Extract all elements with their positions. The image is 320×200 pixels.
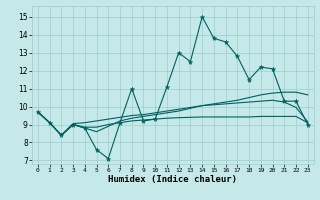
X-axis label: Humidex (Indice chaleur): Humidex (Indice chaleur) (108, 175, 237, 184)
